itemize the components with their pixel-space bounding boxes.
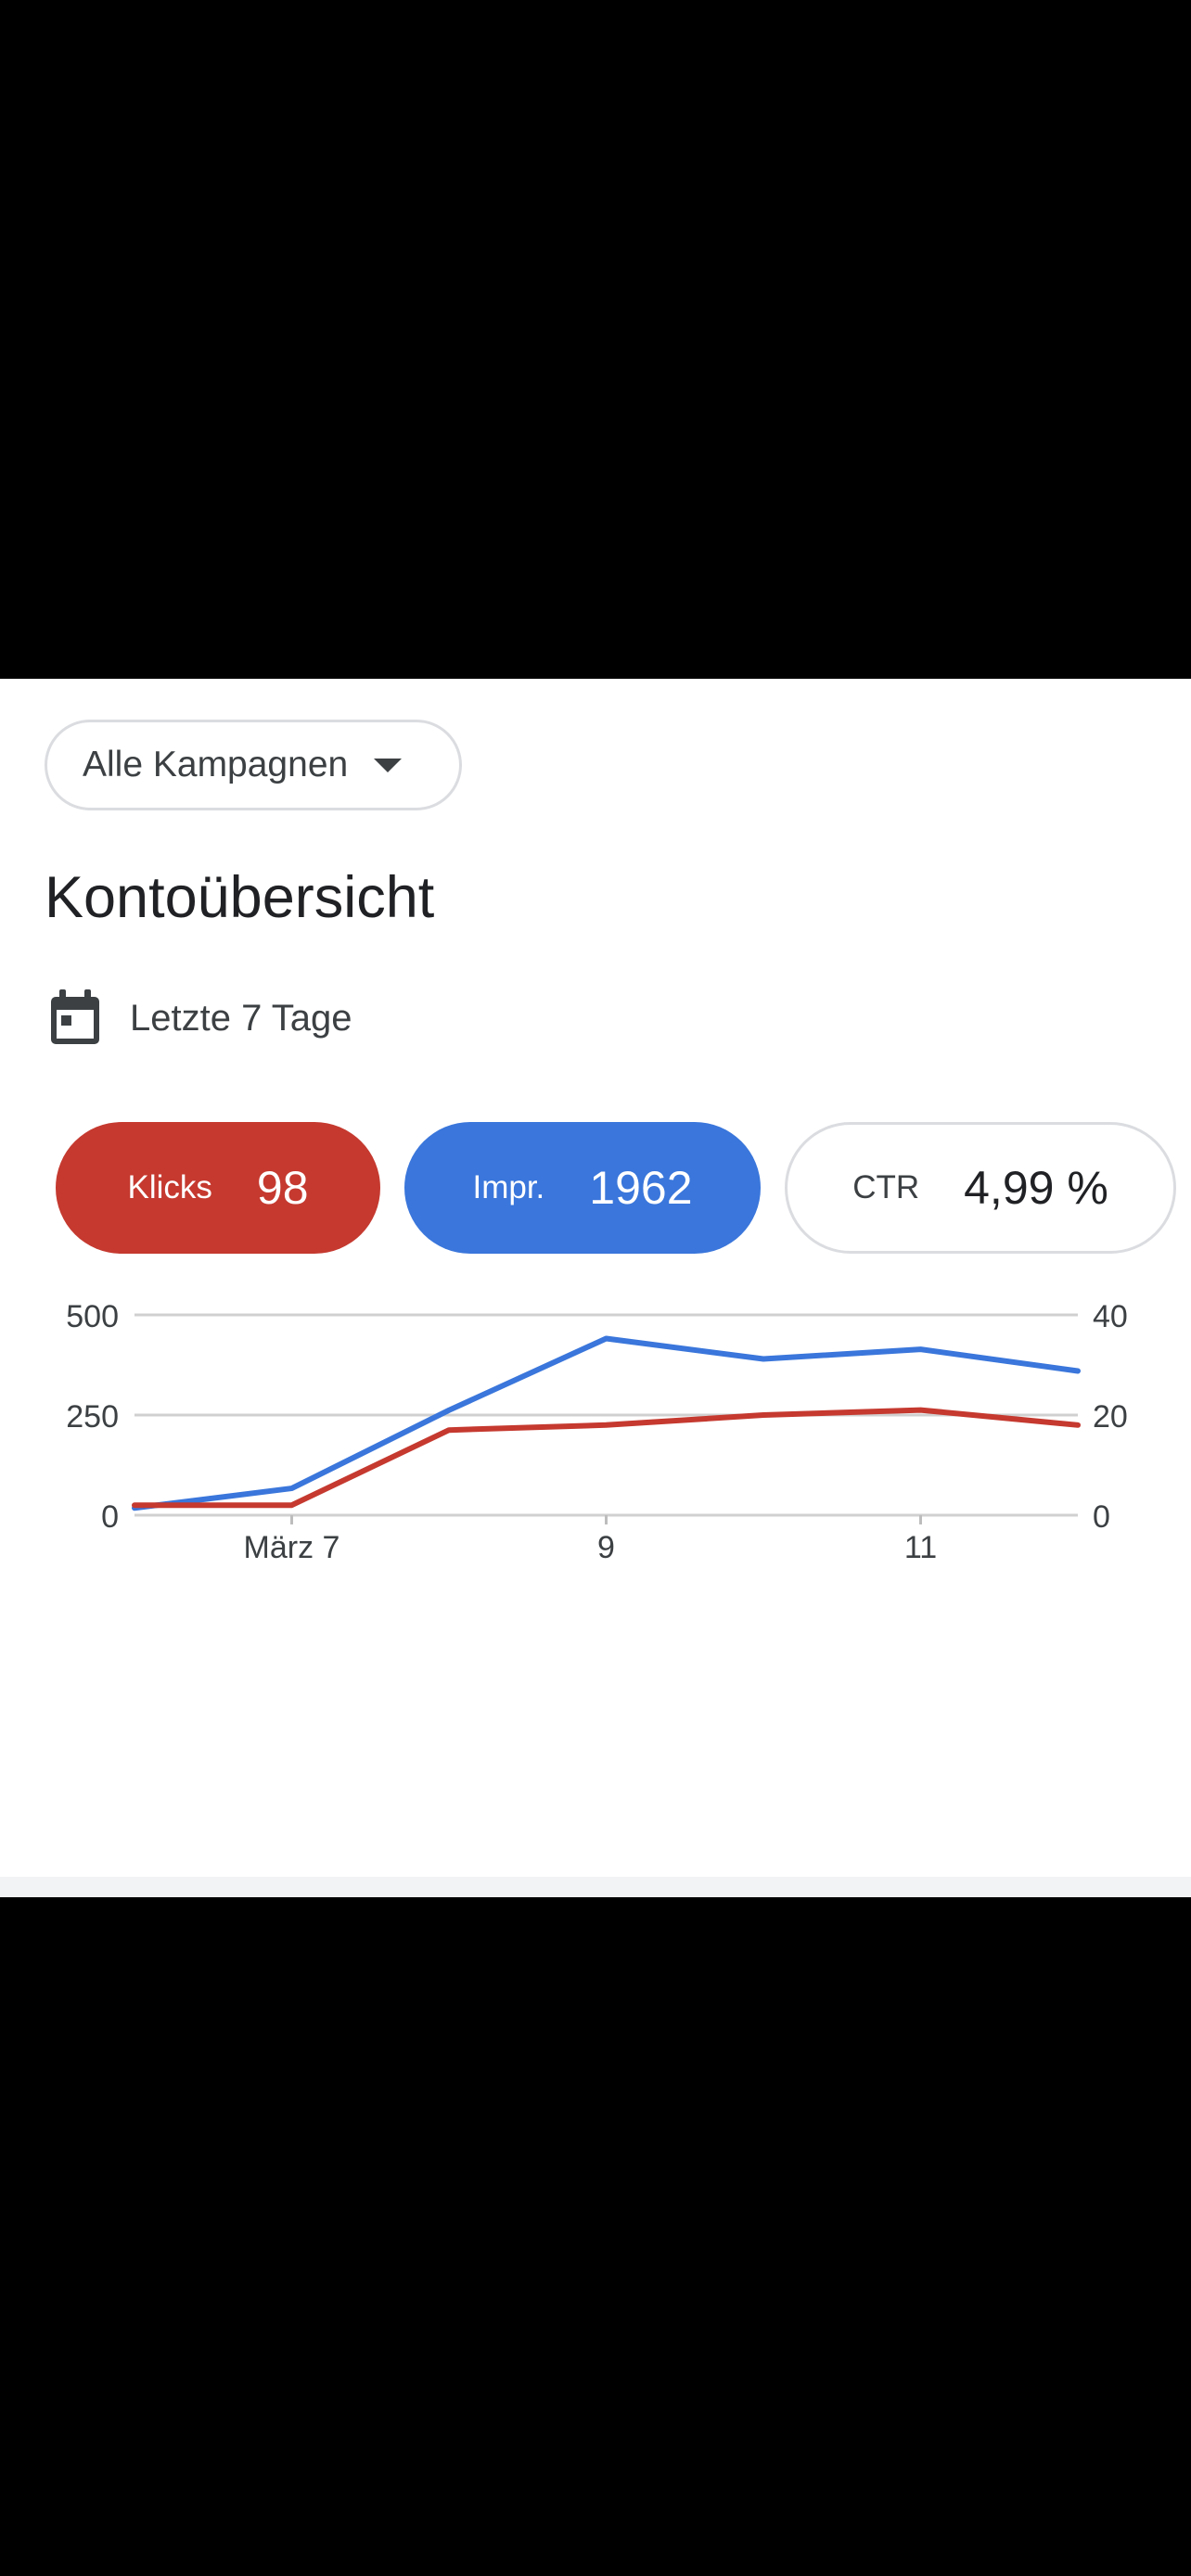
series-line-klicks [132,1407,1081,1509]
metric-chip-ctr[interactable]: CTR 4,99 % [785,1122,1176,1254]
campaign-selector-label: Alle Kampagnen [83,745,349,784]
content-panel: Alle Kampagnen Kontoübersicht Letzte 7 T… [0,679,1191,1877]
y-left-tick-label: 500 [66,1299,119,1334]
series-line-impressions [132,1335,1081,1511]
metric-value: 98 [256,1162,309,1214]
metric-label: Klicks [127,1169,212,1205]
y-right-tick-label: 0 [1093,1499,1110,1535]
metric-value: 1962 [589,1162,693,1214]
caret-down-icon [374,758,403,772]
campaign-selector[interactable]: Alle Kampagnen [45,720,462,810]
page-title: Kontoübersicht [45,865,435,930]
metric-label: Impr. [472,1169,545,1205]
x-tick-label: März 7 [244,1530,340,1560]
performance-chart: 0 250 500 0 20 40 März 7 9 11 [66,1299,1128,1560]
panel-divider [0,1877,1191,1897]
y-left-tick-label: 250 [66,1399,119,1435]
metric-value: 4,99 % [964,1162,1108,1214]
y-left-tick-label: 0 [101,1499,119,1535]
calendar-icon [51,989,99,1044]
x-tick-label: 9 [597,1530,615,1560]
y-right-tick-label: 40 [1093,1299,1128,1334]
metric-chip-impressions[interactable]: Impr. 1962 [404,1122,761,1254]
metric-label: CTR [852,1169,920,1205]
metric-chip-klicks[interactable]: Klicks 98 [56,1122,380,1254]
date-range-label: Letzte 7 Tage [130,997,352,1039]
x-tick-label: 11 [904,1530,937,1560]
date-range-selector[interactable]: Letzte 7 Tage [48,988,352,1048]
y-right-tick-label: 20 [1093,1399,1128,1435]
